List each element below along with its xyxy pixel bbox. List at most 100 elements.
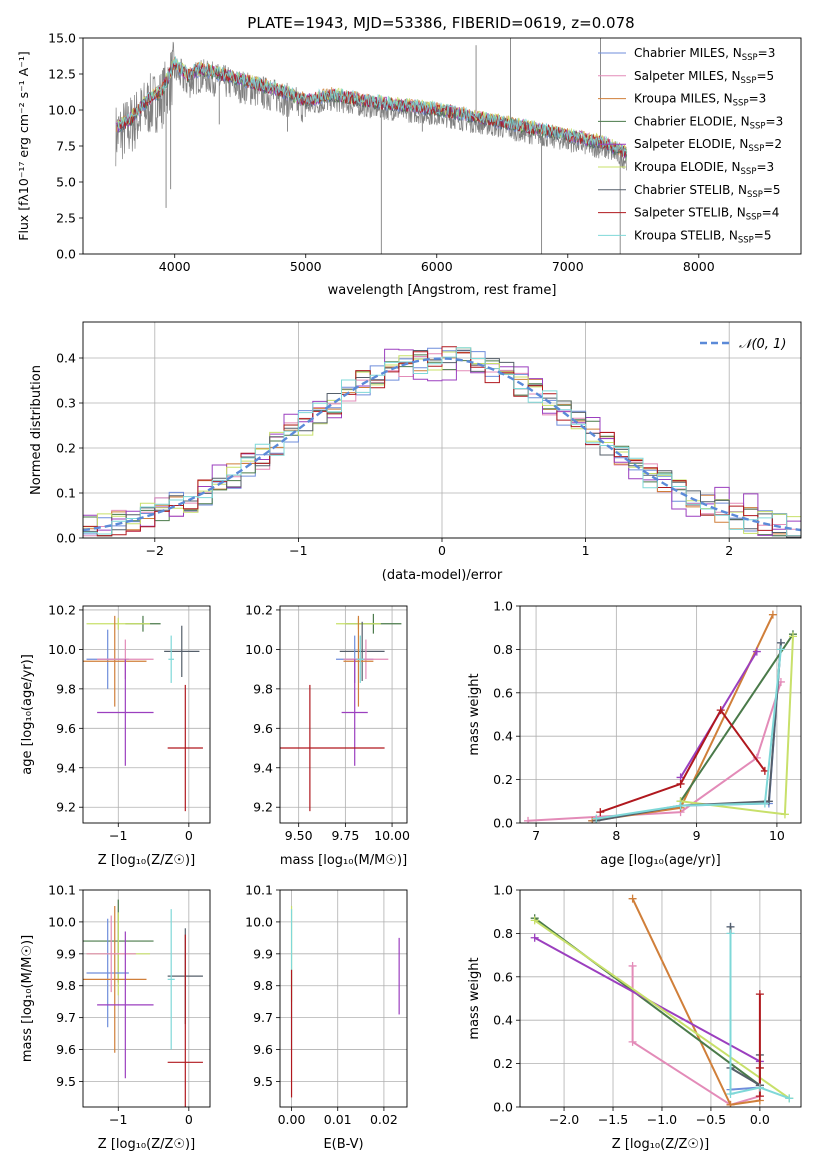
axes-age_vs_Z: −1 0 9.2 9.4 9.6 9.8 10.0 10.2 [48,602,211,843]
y-tick-label: 0.4 [493,1013,513,1028]
x-tick-label: 1 [582,543,590,558]
mass-weight-marker [726,1089,735,1098]
legend-text: =3 [756,160,774,174]
mass-weight-line [596,642,782,822]
legend-text: Chabrier STELIB, N [634,183,747,197]
legend-text: =5 [754,228,772,242]
legend-text: Chabrier MILES, N [634,46,742,60]
mass-weight-marker [755,1063,764,1072]
legend-text: =2 [764,137,782,151]
mass-weight-line [729,926,760,1091]
legend-subscript: SSP [748,144,764,154]
mass-weight-marker [760,799,769,808]
legend-entry: Kroupa STELIB, NSSP=5 [634,228,772,245]
x-tick-label: 9.75 [331,828,359,843]
legend-text: Salpeter MILES, N [634,69,741,83]
x-axis-label: Z [log₁₀(Z/Z☉)] [98,853,195,868]
y-tick-label: 9.8 [56,978,76,993]
y-tick-label: 0.6 [493,685,513,700]
y-tick-label: 9.2 [56,800,76,815]
x-axis-label: mass [log₁₀(M/M☉)] [280,853,407,868]
mass-weight-marker [596,808,605,817]
y-tick-label: 10.2 [245,602,273,617]
x-tick-label: 0 [438,543,446,558]
mass-weight-marker [755,1083,764,1092]
legend-entry: Chabrier ELODIE, NSSP=3 [634,114,783,131]
y-tick-label: 5.0 [56,175,76,190]
axes-residuals: −2 −1 0 1 2 0.0 0.1 0.2 0.3 0.4 [56,321,802,558]
x-tick-label: −1.0 [647,1112,677,1127]
y-tick-label: 7.5 [56,139,76,154]
mass-weight-marker [530,933,539,942]
legend-text: =5 [756,69,774,83]
legend-text: Chabrier ELODIE, N [634,114,750,128]
y-tick-label: 0.4 [56,351,76,366]
mass-weight-marker [676,801,685,810]
mass-weight-line [631,966,761,1106]
y-tick-label: 0.0 [493,816,513,831]
mass-weight-marker [752,647,761,656]
y-tick-label: 10.1 [245,883,273,898]
x-tick-label: 7 [532,828,540,843]
legend-text: Salpeter STELIB, N [634,206,746,220]
x-tick-label: 7000 [552,259,584,274]
legend-entry: Kroupa MILES, NSSP=3 [634,92,766,109]
y-tick-label: 10.0 [48,642,76,657]
y-tick-label: 0.0 [493,1100,513,1115]
axes-age_vs_mass: 9.50 9.75 10.00 9.2 9.4 9.6 9.8 10.0 10.2 [245,602,410,843]
y-axis-label: mass weight [467,957,482,1039]
y-tick-label: 0.0 [56,531,76,546]
y-tick-label: 12.5 [48,67,76,82]
mass-weight-marker [676,779,685,788]
x-tick-label: 10.00 [374,828,410,843]
legend-subscript: SSP [741,76,757,86]
legend-entry: Chabrier STELIB, NSSP=5 [634,183,781,200]
y-axis-label: age [log₁₀(age/yr)] [20,654,35,775]
x-axis-label: Z [log₁₀(Z/Z☉)] [612,1137,709,1152]
y-tick-label: 9.8 [253,681,273,696]
x-tick-label: −2 [146,543,164,558]
x-axis-label: E(B-V) [323,1137,363,1152]
axes-weight_vs_Z: −2.0 −1.5 −1.0 −0.5 0.0 0.0 0.2 0.4 0.6 0.8 1.0 [493,883,802,1127]
mass-weight-line [596,649,782,820]
mass-weight-marker [726,1100,735,1107]
mass-weight-marker [776,645,785,654]
axes-frame [519,605,802,824]
mass-weight-marker [764,797,773,806]
mass-weight-line [592,614,774,822]
y-tick-label: 10.0 [48,914,76,929]
legend-subscript: SSP [746,213,762,223]
x-tick-label: 5000 [290,259,322,274]
mass-weight-marker [726,929,735,938]
y-tick-label: 1.0 [493,883,513,898]
mass-weight-marker [530,916,539,925]
mass-weight-marker [780,810,789,819]
axes-spectrum: 4000 5000 6000 7000 8000 0.0 2.5 5.0 7.5 10.0 12.5… [48,31,802,274]
axes-frame [82,605,211,824]
x-tick-label: 8 [612,828,620,843]
axes-mass_vs_Z: −1 0 9.5 9.6 9.7 9.8 9.9 10.0 10.1 [48,883,211,1127]
mass-weight-line [679,633,794,802]
x-tick-label: −1 [289,543,307,558]
axes-frame [82,889,211,1108]
residual-histogram [83,347,801,537]
legend-text: Kroupa MILES, N [634,92,733,106]
legend-text: =3 [758,46,776,60]
legend-entry: Salpeter MILES, NSSP=5 [634,69,774,86]
x-tick-label: 8000 [683,259,715,274]
legend-entry: 𝒩(0, 1) [739,337,786,352]
x-tick-label: 0.01 [324,1112,352,1127]
x-tick-label: 0 [185,828,193,843]
y-tick-label: 0.8 [493,926,513,941]
legend-subscript: SSP [738,235,754,245]
mass-weight-line [729,933,790,1100]
y-tick-label: 9.7 [253,1010,273,1025]
mass-weight-marker [628,894,637,903]
mass-weight-marker [755,990,764,999]
y-tick-label: 0.0 [56,247,76,262]
x-tick-label: 2 [725,543,733,558]
mass-weight-line [729,926,761,1088]
y-axis-label: Flux [fλ10⁻¹⁷ erg cm⁻² s⁻¹ A⁻¹] [16,51,31,240]
y-axis-label: Normed distribution [29,365,44,495]
y-tick-label: 9.6 [56,721,76,736]
